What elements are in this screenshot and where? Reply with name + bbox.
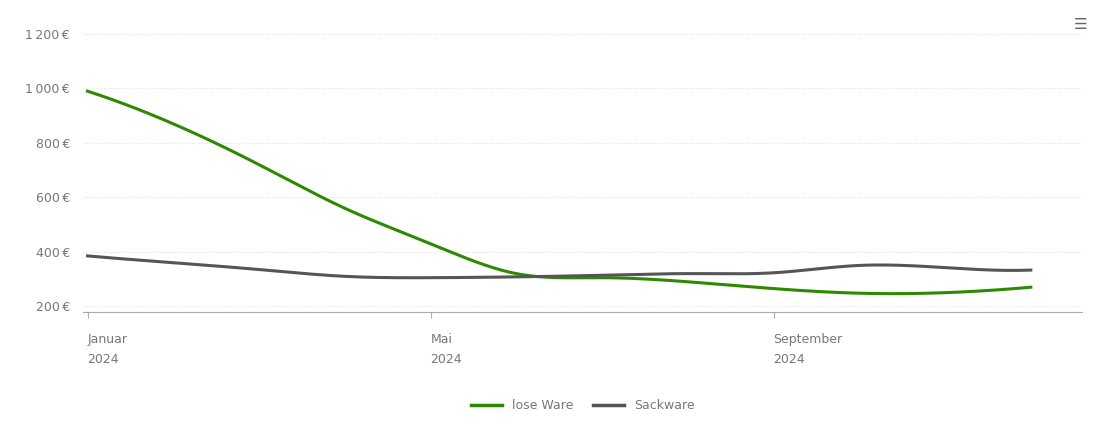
Text: Mai: Mai (431, 333, 453, 346)
Text: 2024: 2024 (88, 353, 119, 366)
Text: 2024: 2024 (774, 353, 805, 366)
Legend: lose Ware, Sackware: lose Ware, Sackware (466, 395, 699, 417)
Text: 2024: 2024 (431, 353, 462, 366)
Text: ☰: ☰ (1074, 17, 1088, 32)
Text: Januar: Januar (88, 333, 128, 346)
Text: September: September (774, 333, 842, 346)
